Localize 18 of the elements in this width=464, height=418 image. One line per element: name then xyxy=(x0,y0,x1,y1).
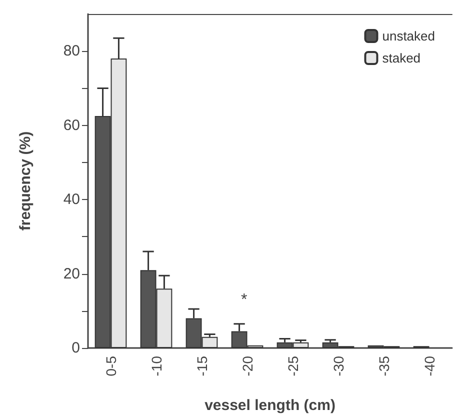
x-tick-label: -40 xyxy=(421,356,438,376)
legend-label: staked xyxy=(382,50,421,66)
x-axis-title: vessel length (cm) xyxy=(204,397,336,414)
x-tick-label: -25 xyxy=(284,356,301,376)
x-tick-label: 0-5 xyxy=(102,356,119,376)
x-tick-label: -10 xyxy=(148,356,164,376)
x-tick-label: -15 xyxy=(194,356,210,376)
legend-label: unstaked xyxy=(382,28,436,44)
x-tick-label: -30 xyxy=(330,356,346,376)
y-tick-label: 40 xyxy=(63,191,80,208)
y-tick-label: 80 xyxy=(63,42,80,60)
y-tick-label: 20 xyxy=(63,265,80,282)
y-tick-label: 60 xyxy=(63,116,80,134)
y-axis-title: frequency (%) xyxy=(17,131,34,231)
y-tick-label: 0 xyxy=(72,340,80,356)
x-tick-label: -35 xyxy=(376,356,392,376)
annotation: * xyxy=(241,292,248,308)
x-tick-label: -20 xyxy=(239,356,256,376)
